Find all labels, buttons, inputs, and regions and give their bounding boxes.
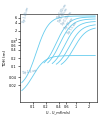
Y-axis label: TDH (m): TDH (m): [4, 50, 8, 67]
Text: Dp 0.60 cm: Dp 0.60 cm: [58, 7, 69, 23]
X-axis label: U - U_mf(m/s): U - U_mf(m/s): [46, 111, 70, 115]
Text: Dp 7.5 cm: Dp 7.5 cm: [67, 21, 78, 35]
Text: Dp 2.4 cm: Dp 2.4 cm: [22, 69, 37, 75]
Text: Dp 0.80 cm: Dp 0.80 cm: [56, 3, 68, 19]
Text: Dp 0.30 cm: Dp 0.30 cm: [61, 11, 73, 26]
Text: Dp 10 cm: Dp 10 cm: [64, 17, 74, 30]
Text: Dp 1.40 cm: Dp 1.40 cm: [22, 7, 30, 23]
